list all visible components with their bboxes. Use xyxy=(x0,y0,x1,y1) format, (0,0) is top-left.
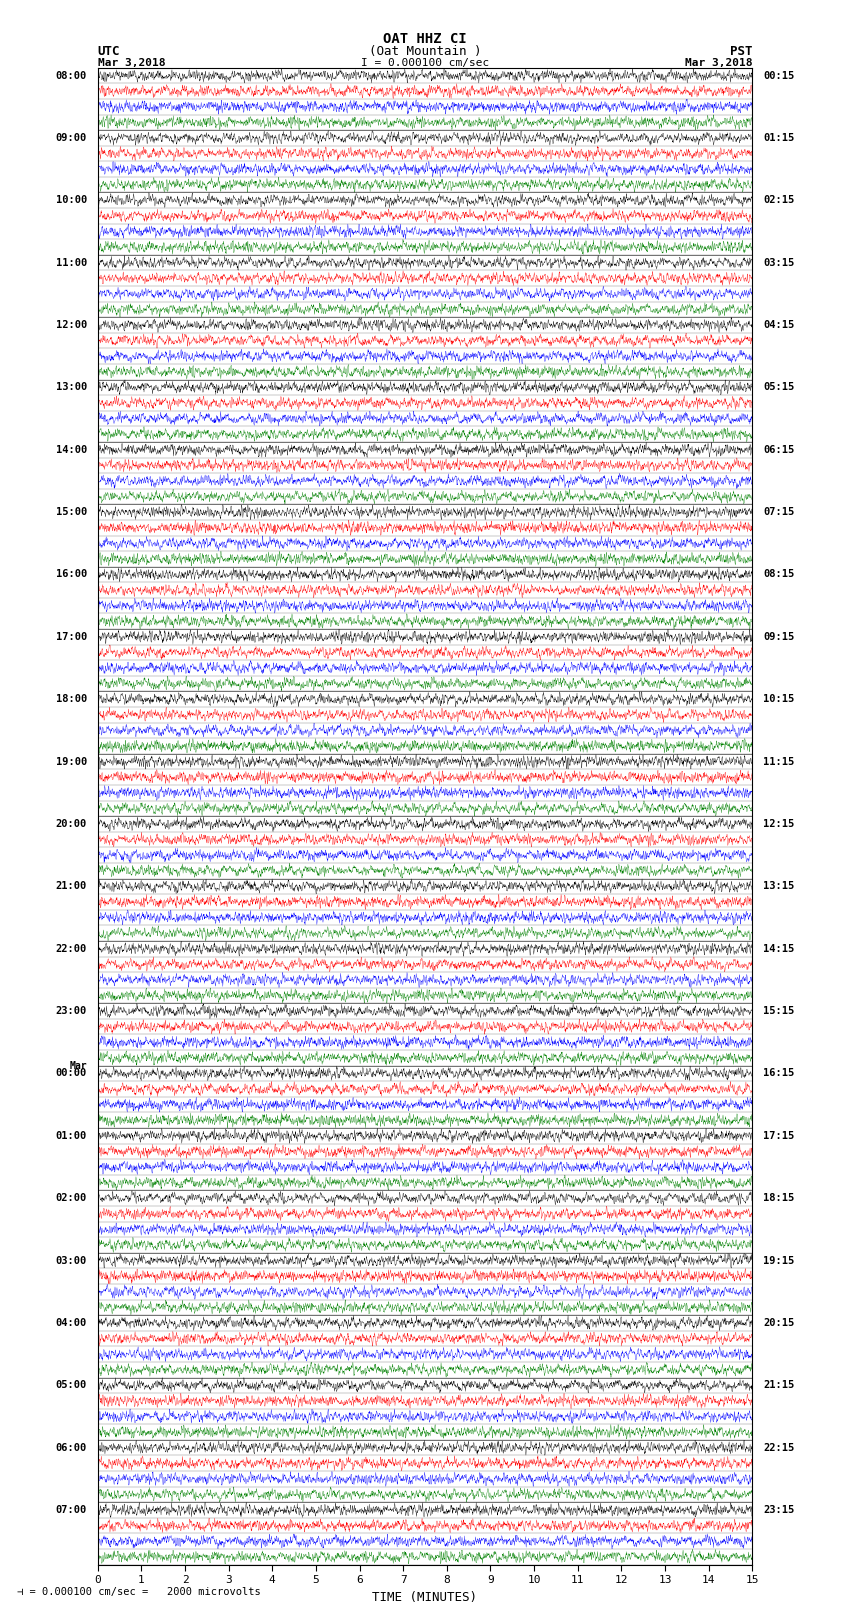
Text: UTC: UTC xyxy=(98,45,120,58)
Text: 19:15: 19:15 xyxy=(763,1255,795,1266)
Text: 17:15: 17:15 xyxy=(763,1131,795,1140)
Text: 11:15: 11:15 xyxy=(763,756,795,766)
Text: 18:00: 18:00 xyxy=(55,694,87,705)
Text: 14:15: 14:15 xyxy=(763,944,795,953)
Text: 21:15: 21:15 xyxy=(763,1381,795,1390)
Text: 06:00: 06:00 xyxy=(55,1442,87,1453)
Text: 00:00: 00:00 xyxy=(55,1068,87,1079)
Text: 07:00: 07:00 xyxy=(55,1505,87,1515)
Text: 12:00: 12:00 xyxy=(55,319,87,331)
Text: 04:00: 04:00 xyxy=(55,1318,87,1327)
Text: 13:00: 13:00 xyxy=(55,382,87,392)
Text: 22:00: 22:00 xyxy=(55,944,87,953)
Text: 05:15: 05:15 xyxy=(763,382,795,392)
Text: 09:15: 09:15 xyxy=(763,632,795,642)
Text: 00:15: 00:15 xyxy=(763,71,795,81)
Text: 15:00: 15:00 xyxy=(55,506,87,518)
Text: 21:00: 21:00 xyxy=(55,881,87,892)
Text: 18:15: 18:15 xyxy=(763,1194,795,1203)
Text: 01:15: 01:15 xyxy=(763,132,795,144)
Text: PST: PST xyxy=(730,45,752,58)
Text: (Oat Mountain ): (Oat Mountain ) xyxy=(369,45,481,58)
Text: 14:00: 14:00 xyxy=(55,445,87,455)
Text: 04:15: 04:15 xyxy=(763,319,795,331)
Text: ⊣ = 0.000100 cm/sec =   2000 microvolts: ⊣ = 0.000100 cm/sec = 2000 microvolts xyxy=(17,1587,261,1597)
Text: 17:00: 17:00 xyxy=(55,632,87,642)
Text: 22:15: 22:15 xyxy=(763,1442,795,1453)
Text: 10:00: 10:00 xyxy=(55,195,87,205)
Text: Mar 3,2018: Mar 3,2018 xyxy=(685,58,752,68)
Text: 09:00: 09:00 xyxy=(55,132,87,144)
Text: 10:15: 10:15 xyxy=(763,694,795,705)
Text: 15:15: 15:15 xyxy=(763,1007,795,1016)
Text: 03:00: 03:00 xyxy=(55,1255,87,1266)
Text: 19:00: 19:00 xyxy=(55,756,87,766)
Text: 11:00: 11:00 xyxy=(55,258,87,268)
Text: 02:00: 02:00 xyxy=(55,1194,87,1203)
Text: 08:15: 08:15 xyxy=(763,569,795,579)
Text: 16:00: 16:00 xyxy=(55,569,87,579)
Text: Mar 3,2018: Mar 3,2018 xyxy=(98,58,165,68)
Text: 20:15: 20:15 xyxy=(763,1318,795,1327)
Text: 12:15: 12:15 xyxy=(763,819,795,829)
Text: 08:00: 08:00 xyxy=(55,71,87,81)
Text: 23:00: 23:00 xyxy=(55,1007,87,1016)
Text: 01:00: 01:00 xyxy=(55,1131,87,1140)
Text: 23:15: 23:15 xyxy=(763,1505,795,1515)
Text: 02:15: 02:15 xyxy=(763,195,795,205)
Text: 20:00: 20:00 xyxy=(55,819,87,829)
Text: OAT HHZ CI: OAT HHZ CI xyxy=(383,32,467,47)
Text: Mar: Mar xyxy=(69,1061,87,1071)
Text: 06:15: 06:15 xyxy=(763,445,795,455)
Text: 16:15: 16:15 xyxy=(763,1068,795,1079)
Text: 05:00: 05:00 xyxy=(55,1381,87,1390)
Text: 07:15: 07:15 xyxy=(763,506,795,518)
X-axis label: TIME (MINUTES): TIME (MINUTES) xyxy=(372,1590,478,1603)
Text: I = 0.000100 cm/sec: I = 0.000100 cm/sec xyxy=(361,58,489,68)
Text: 03:15: 03:15 xyxy=(763,258,795,268)
Text: 13:15: 13:15 xyxy=(763,881,795,892)
